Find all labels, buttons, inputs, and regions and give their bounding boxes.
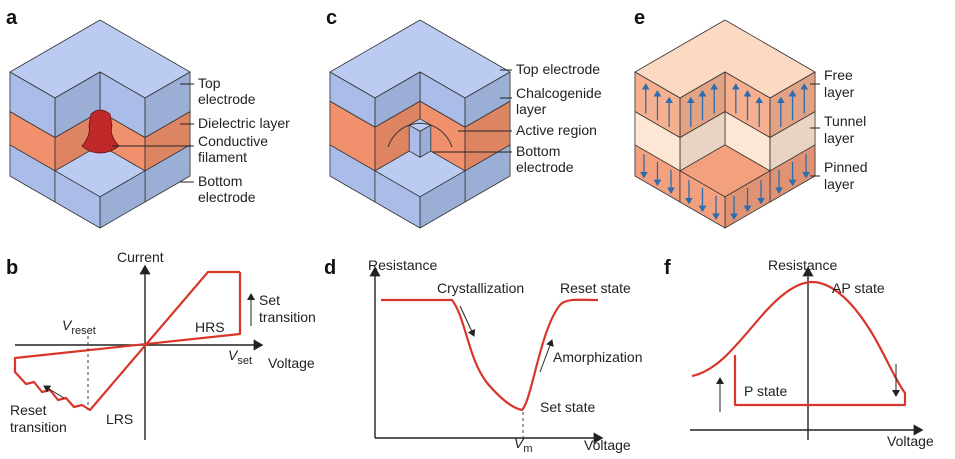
label: Crystallization (437, 280, 524, 296)
label: Reset state (560, 280, 631, 296)
label: Vm (514, 435, 533, 454)
side-face (329, 71, 376, 128)
label: electrode (198, 91, 256, 107)
label: Chalcogenide (516, 85, 602, 101)
axis-label: Voltage (584, 437, 631, 453)
resistance-curve (381, 298, 599, 412)
symbol: V (62, 317, 73, 333)
resistance-curve (691, 280, 907, 407)
active-region (387, 122, 453, 148)
label: Active region (516, 122, 597, 138)
panel-letter: a (6, 7, 18, 29)
label: Bottom (198, 173, 242, 189)
label: Vset (228, 347, 252, 367)
side-face (9, 71, 56, 138)
label: Free (824, 67, 853, 83)
label: Bottom (516, 143, 560, 159)
label: P state (744, 383, 788, 399)
panel-letter: f (664, 257, 671, 279)
subscript: reset (71, 325, 95, 337)
symbol: V (228, 347, 239, 363)
label: LRS (106, 411, 133, 427)
label: electrode (198, 189, 256, 205)
label: Conductive (198, 133, 268, 149)
arrow (539, 339, 554, 373)
side-face (374, 170, 421, 229)
panel-letter: c (326, 7, 337, 29)
side-face (54, 170, 101, 229)
axis-label: Resistance (768, 257, 837, 273)
label: Top (198, 75, 221, 91)
side-face (144, 71, 191, 138)
axis-label: Resistance (368, 257, 437, 273)
panel-letter: e (634, 7, 645, 29)
label: layer (824, 130, 855, 146)
label: AP state (832, 280, 885, 296)
cubes (9, 19, 816, 229)
arrow (43, 385, 65, 399)
label: Tunnel (824, 113, 866, 129)
label: layer (824, 84, 855, 100)
label: filament (198, 149, 247, 165)
label: Amorphization (553, 349, 643, 365)
subscript: m (523, 443, 532, 454)
panel-letter: b (6, 257, 18, 279)
label: Pinned (824, 159, 868, 175)
label: Vreset (62, 317, 96, 337)
side-face (464, 71, 511, 128)
label: electrode (516, 159, 574, 175)
conductive-filament (81, 109, 120, 154)
label: transition (10, 419, 67, 435)
label: HRS (195, 319, 225, 335)
label: layer (516, 101, 547, 117)
pillar-face (408, 118, 432, 132)
arrow (459, 305, 476, 337)
axis-label: Current (117, 249, 164, 265)
label: layer (824, 176, 855, 192)
axis-label: Voltage (887, 433, 934, 449)
label: transition (259, 309, 316, 325)
subscript: set (237, 355, 252, 367)
label: Set state (540, 399, 595, 415)
panel-letter: d (324, 257, 336, 279)
symbol: V (514, 435, 525, 451)
axis-label: Voltage (268, 355, 315, 371)
label: Reset (10, 402, 47, 418)
label: Dielectric layer (198, 115, 290, 131)
label: Top electrode (516, 61, 600, 77)
label: Set (259, 292, 280, 308)
